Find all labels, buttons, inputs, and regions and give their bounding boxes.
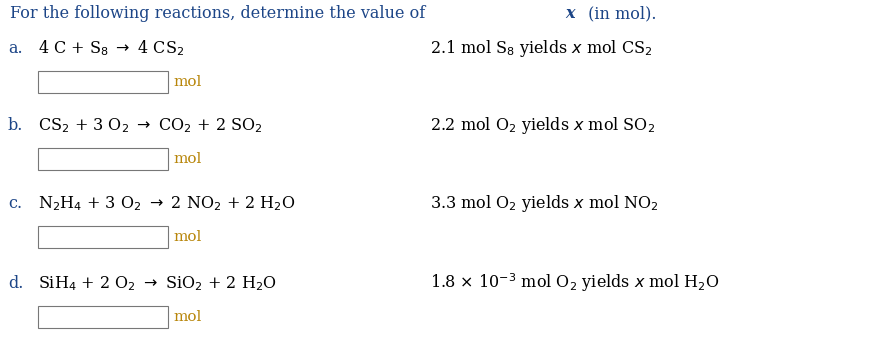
Text: a.: a. — [8, 40, 22, 57]
Text: CS$_{2}$ + 3 O$_{2}$ $\rightarrow$ CO$_{2}$ + 2 SO$_{2}$: CS$_{2}$ + 3 O$_{2}$ $\rightarrow$ CO$_{… — [38, 116, 263, 135]
Text: N$_{2}$H$_{4}$ + 3 O$_{2}$ $\rightarrow$ 2 NO$_{2}$ + 2 H$_{2}$O: N$_{2}$H$_{4}$ + 3 O$_{2}$ $\rightarrow$… — [38, 194, 296, 213]
Bar — [38, 306, 168, 328]
Text: c.: c. — [8, 195, 22, 212]
Text: 2.2 mol O$_{2}$ yields $x$ mol SO$_{2}$: 2.2 mol O$_{2}$ yields $x$ mol SO$_{2}$ — [430, 115, 655, 136]
Text: 3.3 mol O$_{2}$ yields $x$ mol NO$_{2}$: 3.3 mol O$_{2}$ yields $x$ mol NO$_{2}$ — [430, 193, 659, 214]
Text: SiH$_{4}$ + 2 O$_{2}$ $\rightarrow$ SiO$_{2}$ + 2 H$_{2}$O: SiH$_{4}$ + 2 O$_{2}$ $\rightarrow$ SiO$… — [38, 274, 277, 293]
Text: mol: mol — [173, 230, 202, 244]
Text: d.: d. — [8, 275, 23, 292]
Text: mol: mol — [173, 310, 202, 324]
Text: (in mol).: (in mol). — [583, 5, 656, 22]
Bar — [38, 148, 168, 170]
Text: mol: mol — [173, 152, 202, 166]
Bar — [38, 71, 168, 93]
Text: 1.8 $\times$ 10$^{-3}$ mol O$_{2}$ yields $x$ mol H$_{2}$O: 1.8 $\times$ 10$^{-3}$ mol O$_{2}$ yield… — [430, 271, 719, 294]
Text: mol: mol — [173, 75, 202, 89]
Bar — [38, 226, 168, 248]
Text: x: x — [565, 5, 575, 22]
Text: For the following reactions, determine the value of: For the following reactions, determine t… — [10, 5, 431, 22]
Text: 4 C + S$_{8}$ $\rightarrow$ 4 CS$_{2}$: 4 C + S$_{8}$ $\rightarrow$ 4 CS$_{2}$ — [38, 38, 184, 58]
Text: 2.1 mol S$_{8}$ yields $x$ mol CS$_{2}$: 2.1 mol S$_{8}$ yields $x$ mol CS$_{2}$ — [430, 38, 653, 59]
Text: b.: b. — [8, 117, 23, 134]
